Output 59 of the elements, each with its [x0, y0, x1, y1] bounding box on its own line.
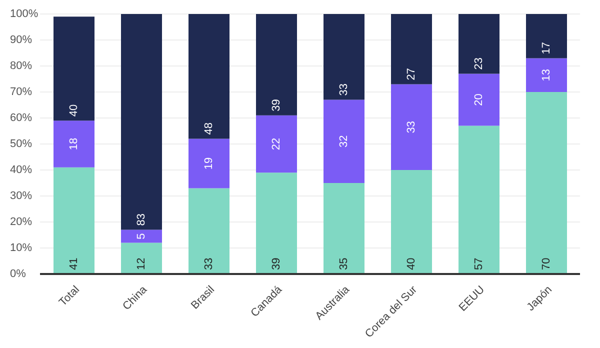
data-label: 39: [270, 258, 282, 270]
y-tick-label: 100%: [10, 8, 38, 20]
data-label: 41: [68, 258, 80, 270]
bar: [188, 188, 230, 274]
bar: [526, 58, 567, 92]
data-label: 19: [203, 157, 215, 170]
data-label: 22: [270, 138, 282, 150]
bar: [121, 230, 162, 243]
data-label: 32: [338, 135, 350, 148]
data-label: 33: [203, 258, 215, 270]
data-label: 13: [540, 68, 552, 82]
bar: [121, 242, 162, 274]
bar: [324, 14, 364, 100]
y-tick-label: 80%: [10, 60, 32, 72]
bar: [256, 14, 297, 116]
bar: [458, 126, 500, 274]
bar: [526, 92, 567, 274]
data-label: 40: [68, 104, 80, 117]
data-label: 33: [338, 84, 350, 96]
data-label: 23: [473, 58, 485, 70]
bar: [324, 100, 364, 183]
data-label: 70: [540, 258, 552, 270]
data-label: 57: [473, 258, 485, 270]
data-label: 48: [203, 122, 215, 135]
y-tick-label: 0%: [10, 268, 26, 280]
data-label: 27: [406, 68, 418, 80]
bar: [256, 115, 297, 173]
bar: [121, 14, 162, 230]
y-tick-label: 30%: [10, 190, 32, 202]
y-tick-label: 20%: [10, 216, 32, 228]
y-tick-label: 60%: [10, 112, 32, 124]
data-label: 5: [136, 233, 148, 240]
data-label: 20: [473, 94, 485, 106]
y-tick-label: 40%: [10, 164, 32, 176]
bar: [458, 74, 500, 126]
data-label: 12: [136, 258, 148, 270]
y-tick-label: 50%: [10, 138, 32, 150]
bar: [188, 14, 230, 139]
bar: [458, 14, 500, 74]
data-label: 40: [406, 258, 418, 270]
y-tick-label: 90%: [10, 34, 32, 46]
data-label: 33: [406, 120, 418, 134]
data-label: 39: [270, 99, 282, 112]
y-tick-label: 10%: [10, 242, 32, 254]
bar: [526, 14, 567, 58]
data-label: 18: [68, 138, 80, 150]
bar: [54, 16, 94, 121]
data-label: 83: [136, 214, 148, 226]
data-label: 35: [338, 258, 350, 270]
data-label: 17: [540, 42, 552, 54]
bar: [324, 183, 364, 274]
bar: [54, 120, 94, 168]
bar: [391, 84, 432, 170]
bar: [391, 14, 432, 84]
bar: [256, 172, 297, 274]
bar: [391, 170, 432, 274]
y-tick-label: 70%: [10, 86, 32, 98]
bar: [188, 138, 230, 188]
bar: [54, 167, 94, 274]
